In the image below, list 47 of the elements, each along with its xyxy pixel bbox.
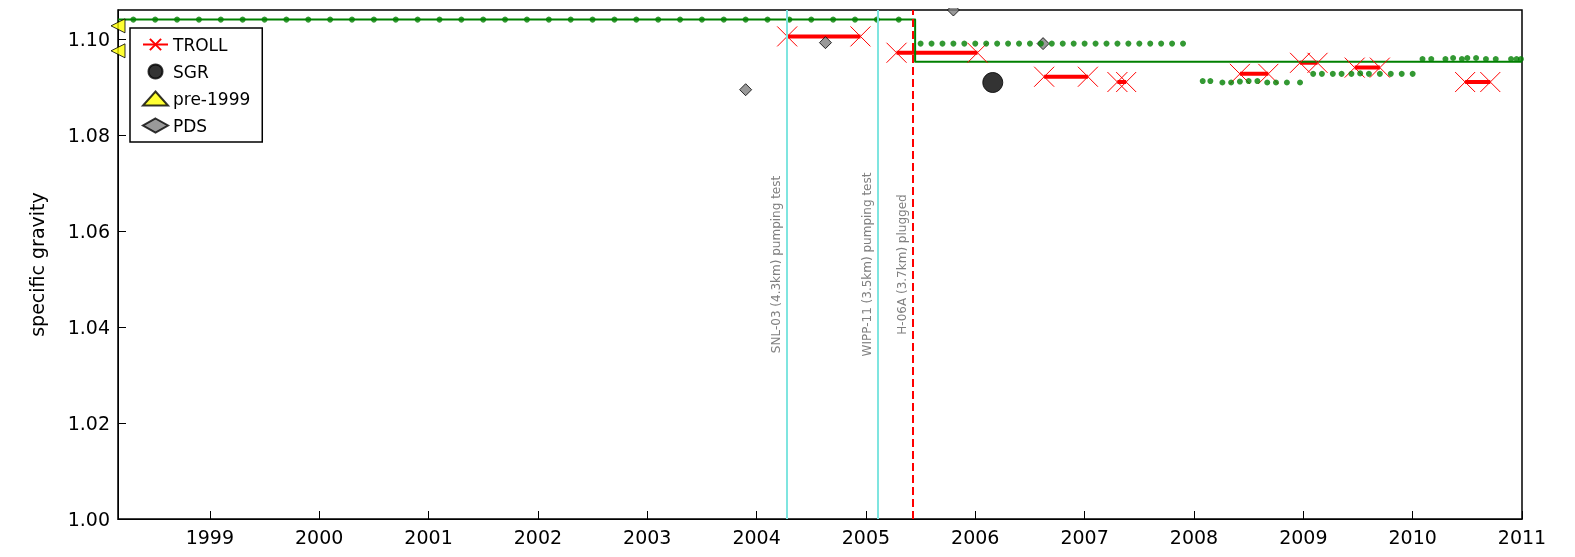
point [982, 72, 1004, 93]
x-tick-label: 2005 [841, 525, 891, 548]
point [1307, 52, 1329, 74]
x-tick-label: 2010 [1388, 525, 1437, 548]
point [886, 42, 908, 64]
legend-label: TROLL [172, 34, 229, 55]
point [110, 43, 126, 59]
point [1115, 71, 1137, 93]
x-tick-label: 2003 [623, 525, 672, 548]
x-tick-label: 2007 [1060, 525, 1109, 548]
point [849, 25, 871, 47]
x-tick-label: 2009 [1279, 525, 1328, 548]
legend-label: pre-1999 [173, 88, 251, 109]
x-tick-label: 2002 [513, 525, 563, 548]
legend-label: SGR [173, 61, 209, 82]
x-tick-label: 2001 [404, 525, 453, 548]
x-tick-label: 2004 [732, 525, 781, 548]
y-tick-label: 1.06 [67, 219, 110, 242]
point [1454, 71, 1476, 93]
point [1344, 57, 1366, 79]
point [110, 18, 126, 34]
y-tick-label: 1.02 [67, 411, 110, 434]
point [1033, 66, 1055, 88]
point [1369, 57, 1391, 79]
y-axis-title: specific gravity [25, 192, 48, 337]
point [1077, 66, 1099, 88]
y-tick-label: 1.04 [67, 315, 110, 338]
point [739, 83, 753, 97]
ref-line-label: SNL-03 (4.3km) pumping test [769, 175, 784, 354]
x-tick-label: 1999 [185, 525, 235, 548]
point [818, 36, 832, 50]
legend-label: PDS [173, 115, 208, 136]
point [776, 25, 798, 47]
point [966, 42, 988, 64]
x-tick-label: 2008 [1169, 525, 1219, 548]
y-tick-label: 1.00 [67, 508, 110, 530]
ref-line-label: WIPP-11 (3.5km) pumping test [859, 172, 874, 357]
point [1289, 52, 1311, 74]
x-tick-label: 2006 [951, 525, 1000, 548]
x-tick-label: 2011 [1497, 525, 1547, 548]
point [1106, 71, 1128, 93]
y-tick-label: 1.10 [67, 27, 110, 50]
ref-line-label: H-06A (3.7km) plugged [894, 194, 909, 335]
point [1479, 71, 1501, 93]
point [1257, 63, 1279, 85]
x-tick-label: 2000 [295, 525, 344, 548]
y-tick-label: 1.08 [67, 123, 110, 146]
